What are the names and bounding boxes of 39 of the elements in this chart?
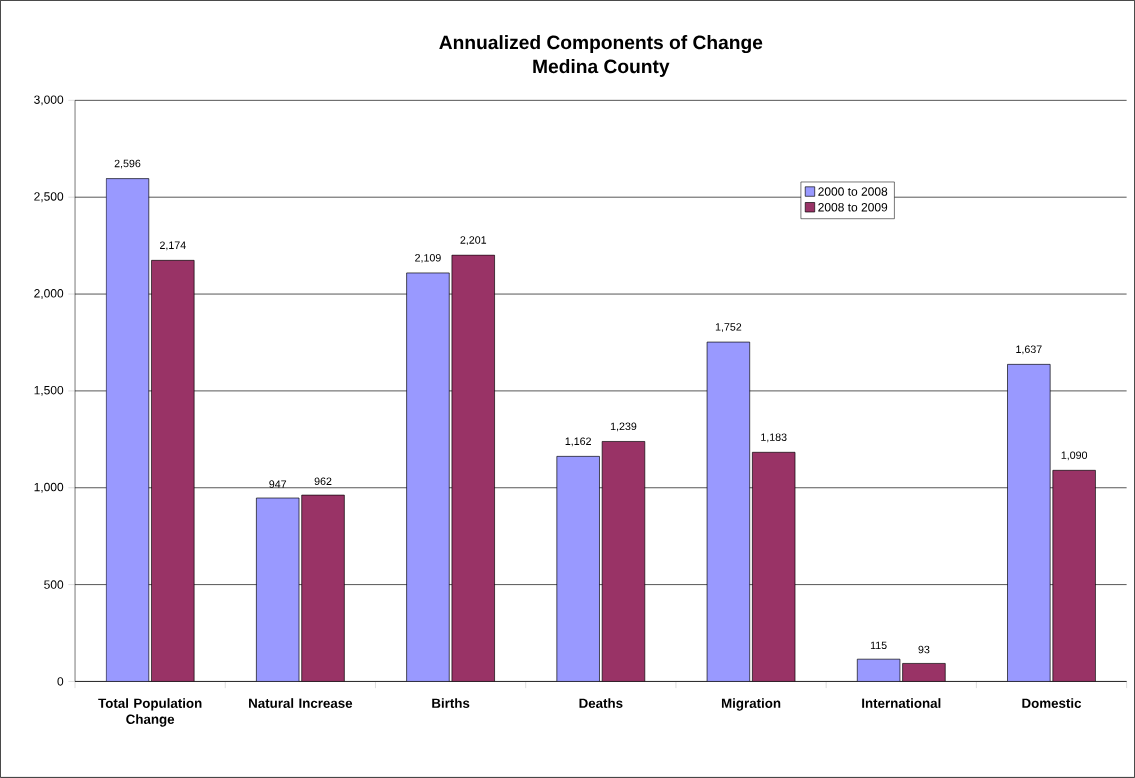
data-label: 2,174 xyxy=(160,241,186,251)
chart-title: Annualized Components of Change xyxy=(439,35,763,54)
bar xyxy=(902,663,946,682)
y-tick-label: 1,500 xyxy=(34,386,64,396)
bar xyxy=(151,260,195,682)
data-label: 1,183 xyxy=(761,433,787,443)
legend-label: 2000 to 2008 xyxy=(818,187,888,196)
x-tick-label: Births xyxy=(432,698,470,709)
y-tick-label: 0 xyxy=(57,677,64,686)
x-tick-label: International xyxy=(862,698,941,709)
data-label: 115 xyxy=(870,641,887,650)
y-tick-label: 2,000 xyxy=(34,289,64,300)
data-label: 93 xyxy=(918,645,930,654)
bar xyxy=(301,494,345,682)
chart-subtitle: Medina County xyxy=(533,59,670,78)
bar xyxy=(752,452,796,682)
data-label: 947 xyxy=(269,480,287,489)
y-tick-label: 2,500 xyxy=(34,192,64,203)
x-tick-label: Natural Increase xyxy=(249,698,353,709)
legend-label: 2008 to 2009 xyxy=(818,203,888,212)
data-label: 1,752 xyxy=(715,323,742,333)
data-label: 1,637 xyxy=(1016,345,1042,355)
x-tick-label: Migration xyxy=(721,698,781,711)
data-label: 2,201 xyxy=(460,236,487,246)
x-tick-label: Total Population Change xyxy=(98,698,202,727)
y-tick-label: 3,000 xyxy=(34,95,64,106)
x-tick-label: Domestic xyxy=(1022,698,1082,709)
data-label: 1,090 xyxy=(1061,451,1088,461)
data-label: 1,162 xyxy=(565,437,591,447)
bar xyxy=(601,441,646,682)
bar xyxy=(1052,470,1096,682)
data-label: 962 xyxy=(314,477,332,486)
bar xyxy=(451,254,495,682)
x-tick-label: Deaths xyxy=(579,698,623,709)
y-tick-label: 1,000 xyxy=(34,482,64,493)
data-label: 1,239 xyxy=(610,422,637,432)
data-label: 2,109 xyxy=(415,254,441,263)
data-label: 2,596 xyxy=(114,159,141,169)
y-tick-label: 500 xyxy=(44,580,64,589)
